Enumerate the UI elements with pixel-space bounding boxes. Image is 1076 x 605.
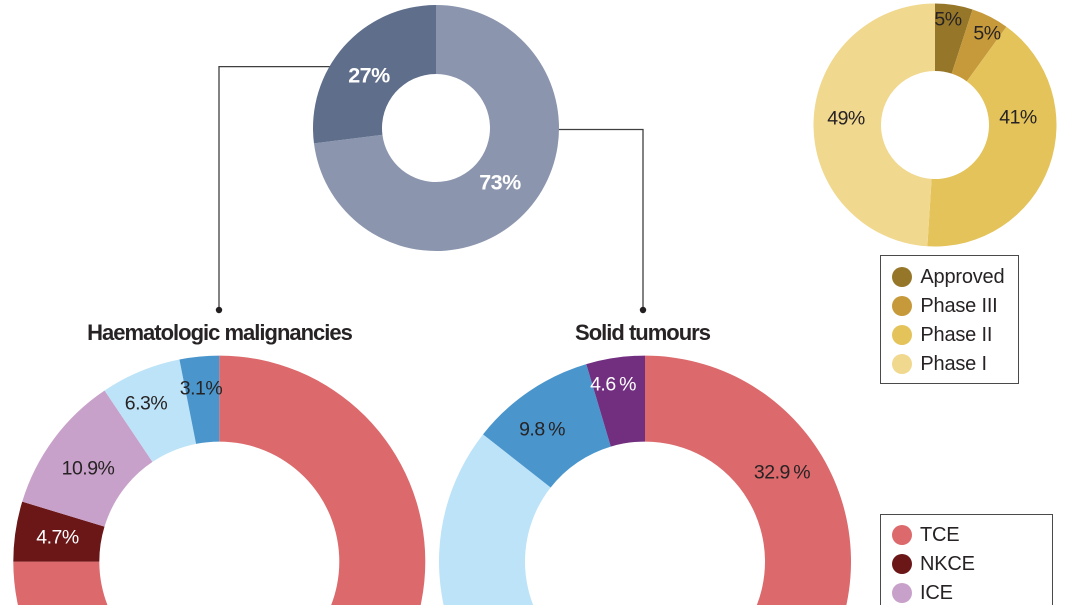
phase-ii-swatch-icon (892, 324, 913, 345)
phase-donut-chart (813, 3, 1057, 247)
branch-title-haematologic-malignancies: Haematologic malignancies (87, 319, 353, 345)
solid-donut-label-segment-4: 4.6 % (590, 373, 636, 396)
connector-line-solid (556, 128, 644, 310)
phase-legend-label: Phase I (920, 352, 987, 375)
overview-donut-segment-major-share (313, 5, 559, 251)
engager-legend-item-ice: ICE (881, 578, 1052, 605)
phase-donut-label-phase-ii: 41% (999, 106, 1037, 129)
haematologic-donut-segment-tce (13, 355, 426, 605)
approved-swatch-icon (892, 266, 913, 287)
engager-legend-label: TCE (920, 523, 960, 546)
engager-legend: TCE NKCE ICE (880, 513, 1053, 605)
phase-legend-item-phase-i: Phase I (881, 349, 1017, 378)
phase-donut-label-approved: 5% (934, 8, 962, 31)
ice-swatch-icon (892, 582, 912, 603)
overview-donut-label-major-share: 73% (479, 170, 521, 195)
nkce-swatch-icon (892, 553, 912, 574)
phase-legend-item-phase-ii: Phase II (881, 320, 1017, 349)
solid-donut-chart (439, 355, 851, 605)
phase-legend-label: Phase II (920, 323, 993, 346)
solid-donut-segment-segment-2 (439, 434, 551, 605)
solid-donut-segment-tce (645, 355, 851, 605)
haematologic-donut-segment-ice (22, 390, 153, 527)
phase-donut-label-phase-i: 49% (827, 107, 865, 130)
engager-legend-label: NKCE (920, 552, 975, 575)
phase-donut-segment-phase-i (813, 3, 935, 247)
phase-legend-item-approved: Approved (881, 262, 1017, 291)
connector-line-haematologic (218, 65, 334, 310)
haematologic-donut-label-segment-5: 3.1% (179, 377, 223, 400)
connector-solid (556, 128, 647, 314)
overview-donut-label-minor-share: 27% (348, 63, 390, 88)
haematologic-donut-segment-nkce (13, 501, 105, 562)
haematologic-donut-segment-segment-5 (179, 355, 220, 444)
haematologic-donut-label-ice: 10.9% (61, 456, 115, 479)
phase-donut-segment-approved (935, 3, 973, 74)
overview-donut-chart (313, 5, 559, 251)
connector-dot-solid (639, 306, 647, 314)
haematologic-donut-chart (13, 355, 426, 605)
engager-legend-item-nkce: NKCE (881, 549, 1052, 578)
engager-legend-item-tce: TCE (881, 520, 1052, 549)
engager-legend-label: ICE (920, 581, 953, 604)
haematologic-donut-label-segment-4: 6.3% (124, 391, 168, 414)
connector-haematologic (215, 65, 334, 314)
phase-legend-label: Phase III (920, 294, 998, 317)
solid-donut-label-tce: 32.9 % (753, 460, 811, 483)
overview-donut-segment-minor-share (313, 5, 436, 144)
phase-donut-segment-phase-ii (927, 26, 1057, 247)
phase-iii-swatch-icon (892, 295, 913, 316)
solid-donut-segment-segment-4 (586, 355, 645, 447)
haematologic-donut-segment-segment-4 (104, 359, 197, 462)
solid-donut-label-segment-3: 9.8 % (519, 417, 565, 440)
phase-i-swatch-icon (892, 353, 913, 374)
haematologic-donut-label-nkce: 4.7% (36, 525, 79, 548)
connector-dot-haematologic (215, 306, 223, 314)
phase-legend-item-phase-iii: Phase III (881, 291, 1017, 320)
branch-title-solid-tumours: Solid tumours (575, 320, 711, 345)
phase-legend-label: Approved (920, 265, 1005, 288)
phase-legend: Approved Phase III Phase II Phase I (880, 255, 1019, 384)
tce-swatch-icon (892, 524, 912, 545)
solid-donut-segment-segment-3 (483, 364, 611, 488)
phase-donut-segment-phase-iii (951, 9, 1007, 82)
phase-donut-label-phase-iii: 5% (973, 22, 1001, 45)
